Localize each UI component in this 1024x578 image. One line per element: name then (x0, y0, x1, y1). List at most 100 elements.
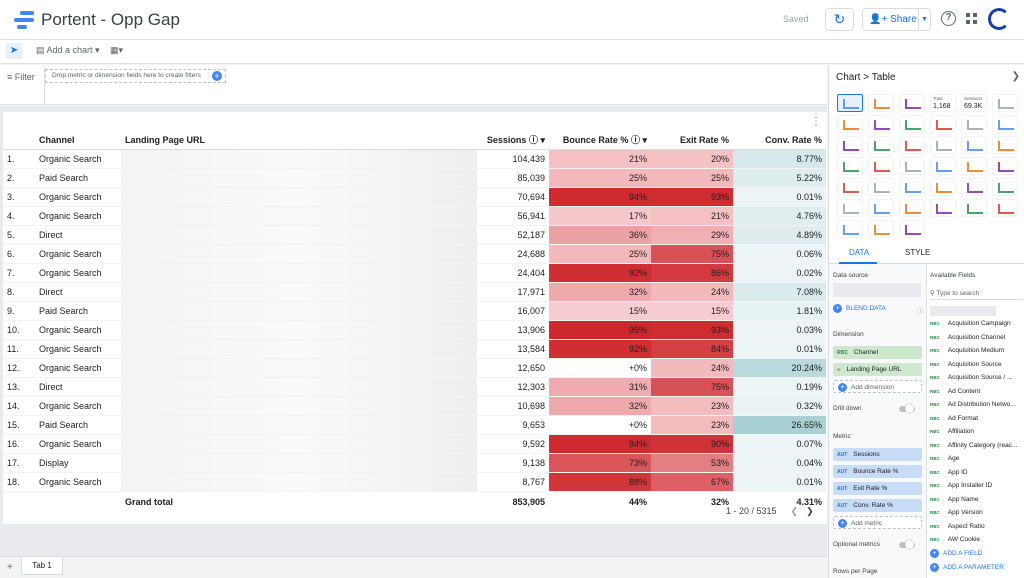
chart-type-tile[interactable] (837, 94, 863, 112)
field-item[interactable]: RBC Acquisition Channel (930, 334, 1024, 341)
add-control-button[interactable]: ▦▾ (110, 45, 124, 55)
chart-type-tile[interactable]: Sessions 69.3K (961, 94, 987, 112)
add-parameter-button[interactable]: + ADD A PARAMETER (930, 563, 1004, 572)
table-row[interactable]: 2. Paid Search 85,039 25% 25% 5.22% (3, 168, 826, 188)
sessions-header[interactable]: Sessions ⓘ ▾ (477, 131, 549, 150)
field-item[interactable]: RBC Affiliation (930, 428, 1024, 435)
chart-type-tile[interactable] (961, 157, 987, 175)
collapse-panel-icon[interactable]: ❯ (1011, 71, 1020, 82)
chart-type-tile[interactable] (961, 136, 987, 154)
field-item[interactable]: RBC App Name (930, 496, 1024, 503)
conv-header[interactable]: Conv. Rate % (733, 131, 826, 150)
tab-1[interactable]: Tab 1 (21, 557, 63, 575)
metric-chip[interactable]: AUT Conv. Rate % (833, 499, 922, 512)
tab-data[interactable]: DATA (849, 248, 870, 257)
field-item[interactable]: RBC Ad Content (930, 388, 1024, 395)
chart-type-tile[interactable] (961, 199, 987, 217)
chart-type-tile[interactable] (899, 136, 925, 154)
table-row[interactable]: 13. Direct 12,303 31% 75% 0.19% (3, 377, 826, 397)
field-item[interactable]: RBC Acquisition Source (930, 361, 1024, 368)
chart-type-tile[interactable] (899, 199, 925, 217)
chart-type-tile[interactable] (992, 157, 1018, 175)
field-item[interactable]: RBC Age (930, 455, 1024, 462)
filter-dropzone[interactable]: Drop metric or dimension fields here to … (45, 69, 226, 83)
chart-type-tile[interactable] (992, 178, 1018, 196)
metric-chip[interactable]: AUT Exit Rate % (833, 482, 922, 495)
chart-type-tile[interactable] (992, 94, 1018, 112)
table-row[interactable]: 1. Organic Search 104,439 21% 20% 8.77% (3, 149, 826, 169)
url-header[interactable]: Landing Page URL (121, 131, 477, 150)
tab-style[interactable]: STYLE (905, 248, 931, 257)
chart-type-tile[interactable] (868, 115, 894, 133)
chart-type-tile[interactable] (930, 157, 956, 175)
chart-type-tile[interactable] (899, 94, 925, 112)
field-search-input[interactable]: ⚲ Type to search (930, 287, 1023, 300)
blend-data-button[interactable]: + BLEND DATA (833, 304, 886, 313)
chart-type-tile[interactable] (992, 136, 1018, 154)
avatar[interactable] (988, 8, 1010, 30)
field-item[interactable]: RBC Ad Format (930, 415, 1024, 422)
chart-type-tile[interactable] (961, 178, 987, 196)
more-vert-icon[interactable]: ⋮ (811, 116, 821, 127)
table-row[interactable]: 18. Organic Search 8,767 88% 67% 0.01% (3, 472, 826, 492)
chart-type-tile[interactable] (992, 199, 1018, 217)
field-item[interactable]: RBC Acquisition Source / ... (930, 374, 1024, 381)
chart-type-tile[interactable] (837, 220, 863, 238)
chart-type-tile[interactable] (899, 157, 925, 175)
metric-chip[interactable]: AUT Bounce Rate % (833, 465, 922, 478)
chart-type-tile[interactable] (837, 115, 863, 133)
add-metric-button[interactable]: + Add metric (833, 516, 922, 529)
add-filter-icon[interactable]: + (212, 71, 222, 81)
table-row[interactable]: 12. Organic Search 12,650 +0% 24% 20.24% (3, 358, 826, 378)
chart-type-tile[interactable] (899, 178, 925, 196)
table-row[interactable]: 4. Organic Search 56,941 17% 21% 4.76% (3, 206, 826, 226)
table-row[interactable]: 11. Organic Search 13,584 92% 84% 0.01% (3, 339, 826, 359)
chart-type-tile[interactable] (868, 199, 894, 217)
table-row[interactable]: 6. Organic Search 24,688 25% 75% 0.06% (3, 244, 826, 264)
table-row[interactable]: 15. Paid Search 9,653 +0% 23% 26.65% (3, 415, 826, 435)
dimension-chip[interactable]: ∞ Landing Page URL (833, 363, 922, 376)
field-item[interactable]: RBC App Installer ID (930, 482, 1024, 489)
field-item[interactable]: RBC Ad Distribution Netwo... (930, 401, 1024, 408)
crumb-chart[interactable]: Chart (836, 72, 861, 83)
chart-type-tile[interactable] (930, 136, 956, 154)
chart-type-tile[interactable] (930, 178, 956, 196)
table-row[interactable]: 16. Organic Search 9,592 94% 90% 0.07% (3, 434, 826, 454)
table-row[interactable]: 3. Organic Search 70,694 94% 93% 0.01% (3, 187, 826, 207)
refresh-button[interactable]: ↻ (825, 8, 854, 31)
add-dimension-button[interactable]: + Add dimension (833, 380, 922, 393)
table-row[interactable]: 17. Display 9,138 73% 53% 0.04% (3, 453, 826, 473)
table-row[interactable]: 14. Organic Search 10,698 32% 23% 0.32% (3, 396, 826, 416)
select-pointer-icon[interactable]: ➤ (6, 43, 22, 59)
chart-type-tile[interactable] (868, 220, 894, 238)
bounce-header[interactable]: Bounce Rate % ⓘ ▾ (549, 131, 651, 150)
field-item[interactable]: RBC AW Cookie (930, 536, 1024, 543)
chart-type-tile[interactable]: Total 1,168 (930, 94, 956, 112)
add-chart-button[interactable]: ▤ Add a chart ▾ (36, 45, 100, 55)
report-title[interactable]: Portent - Opp Gap (41, 10, 180, 29)
chart-type-tile[interactable] (961, 115, 987, 133)
field-item[interactable]: RBC Aspect Ratio (930, 523, 1024, 530)
chart-type-tile[interactable] (837, 199, 863, 217)
field-item[interactable]: RBC App ID (930, 469, 1024, 476)
share-button[interactable]: 👤+ Share ▼ (862, 8, 931, 31)
field-item[interactable]: RBC Acquisition Campaign (930, 320, 1024, 327)
field-item[interactable]: RBC Acquisition Medium (930, 347, 1024, 354)
chart-type-tile[interactable] (930, 115, 956, 133)
share-dropdown-icon[interactable]: ▼ (918, 9, 930, 30)
add-page-icon[interactable]: + (7, 562, 13, 573)
exit-header[interactable]: Exit Rate % (651, 131, 733, 150)
help-icon[interactable]: ⓘ (917, 308, 924, 315)
chart-type-tile[interactable] (868, 136, 894, 154)
add-field-button[interactable]: + ADD A FIELD (930, 549, 982, 558)
table-row[interactable]: 7. Organic Search 24,404 92% 86% 0.02% (3, 263, 826, 283)
chart-type-tile[interactable] (868, 178, 894, 196)
table-row[interactable]: 9. Paid Search 16,007 15% 15% 1.81% (3, 301, 826, 321)
field-item[interactable]: RBC App Version (930, 509, 1024, 516)
prev-page-icon[interactable]: ❮ (790, 506, 799, 516)
chart-type-tile[interactable] (899, 115, 925, 133)
chart-type-tile[interactable] (868, 157, 894, 175)
chart-type-tile[interactable] (930, 199, 956, 217)
table-row[interactable]: 5. Direct 52,187 36% 29% 4.89% (3, 225, 826, 245)
help-icon[interactable]: ? (941, 11, 956, 26)
